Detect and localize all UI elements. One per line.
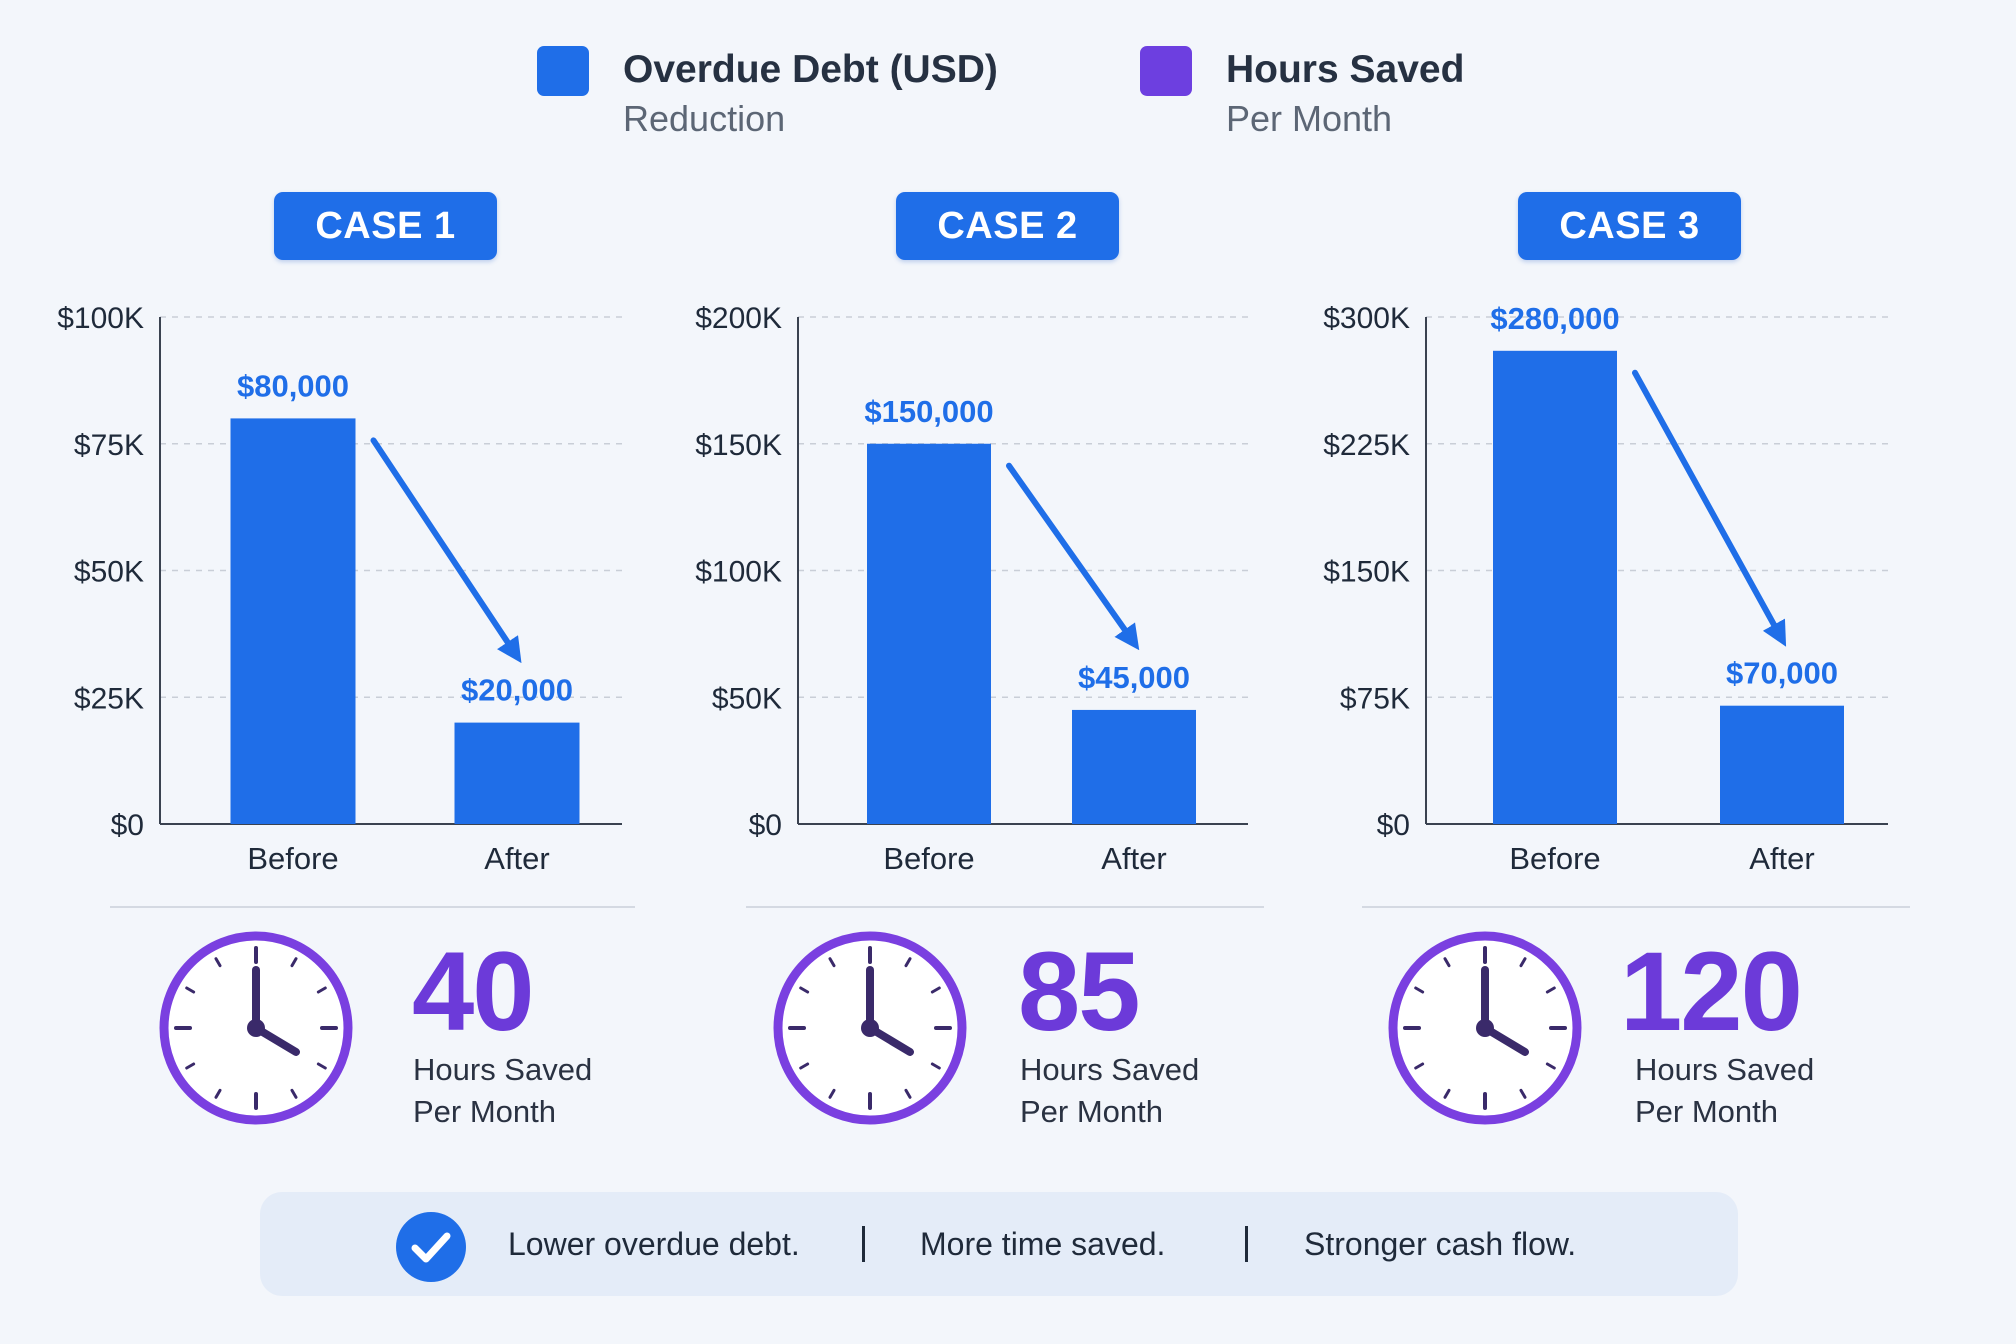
clock-part (1519, 1088, 1527, 1099)
legend-subtitle: Reduction (623, 98, 786, 139)
hours-swatch-icon (1140, 46, 1192, 96)
hours-saved-value: 85 (1018, 929, 1141, 1054)
y-tick-label: $100K (695, 556, 782, 589)
legend-title: Overdue Debt (USD) (623, 48, 998, 91)
hours-saved-value: 40 (412, 929, 535, 1054)
clock-icon (1388, 931, 1582, 1125)
bar-value-label: $20,000 (461, 673, 573, 708)
section-divider (110, 906, 635, 908)
y-tick-label: $0 (1377, 809, 1410, 842)
y-tick-label: $300K (1323, 302, 1410, 335)
clock-part (185, 1062, 196, 1070)
clock-part (1545, 986, 1556, 994)
hours-saved-sublabel: Per Month (1635, 1094, 1779, 1129)
clock-part (316, 1062, 327, 1070)
x-category-label: Before (247, 841, 338, 876)
summary-banner: Lower overdue debt. More time saved. Str… (260, 1192, 1738, 1296)
bar-value-label: $45,000 (1078, 660, 1190, 695)
trend-arrow (1006, 462, 1140, 651)
clock-part (1443, 957, 1451, 968)
legend: Overdue Debt (USD) Reduction Hours Saved… (0, 42, 2016, 152)
section-divider (746, 906, 1264, 908)
x-category-label: After (484, 841, 549, 876)
clock-part (290, 957, 298, 968)
clock-part (828, 1088, 836, 1099)
y-tick-label: $225K (1323, 429, 1410, 462)
bar (230, 418, 356, 824)
clock-part (1519, 957, 1527, 968)
clock-part (930, 986, 941, 994)
summary-item: Lower overdue debt. (508, 1226, 800, 1262)
clock-part (1443, 1088, 1451, 1099)
debt-swatch-icon (537, 46, 589, 96)
y-tick-label: $50K (74, 556, 144, 589)
check-circle-icon (396, 1212, 466, 1282)
x-category-label: Before (883, 841, 974, 876)
bar-charts: $0 $25K $50K $75K $100K $80,000 Before $20,000 A… (57, 301, 1888, 876)
clock-part (799, 1062, 810, 1070)
clock-part (1414, 986, 1425, 994)
clock-part (904, 1088, 912, 1099)
bar-value-label: $280,000 (1490, 301, 1619, 336)
y-tick-label: $150K (695, 429, 782, 462)
x-category-label: After (1101, 841, 1166, 876)
y-tick-label: $150K (1323, 556, 1410, 589)
y-tick-label: $75K (74, 429, 144, 462)
bar-value-label: $150,000 (864, 394, 993, 429)
trend-arrow (1632, 369, 1787, 647)
clock-part (861, 1019, 879, 1037)
clock-part (1476, 1019, 1494, 1037)
summary-separator (862, 1226, 865, 1262)
hours-saved-label: Hours Saved (413, 1052, 593, 1087)
clock-part (316, 986, 327, 994)
y-tick-label: $0 (749, 809, 782, 842)
case-3-badge: CASE 3 (1518, 192, 1741, 260)
y-tick-label: $75K (1340, 682, 1410, 715)
bar-value-label: $70,000 (1726, 656, 1838, 691)
clock-part (904, 957, 912, 968)
y-tick-label: $200K (695, 302, 782, 335)
y-tick-label: $50K (712, 682, 782, 715)
hours-saved-sublabel: Per Month (413, 1094, 557, 1129)
bar (867, 443, 991, 824)
bar (1072, 709, 1196, 824)
hours-saved-label: Hours Saved (1635, 1052, 1815, 1087)
section-divider (1362, 906, 1910, 908)
bar (454, 722, 580, 824)
summary-item: Stronger cash flow. (1304, 1226, 1577, 1262)
bar (1720, 705, 1844, 824)
clock-part (214, 957, 222, 968)
trend-arrow (370, 437, 522, 664)
legend-title: Hours Saved (1226, 48, 1465, 91)
clock-part (799, 986, 810, 994)
clock-part (828, 957, 836, 968)
case-1-badge: CASE 1 (274, 192, 497, 260)
bar-value-label: $80,000 (237, 368, 349, 403)
y-tick-label: $100K (57, 302, 144, 335)
hours-saved-value: 120 (1620, 929, 1803, 1054)
clock-part (185, 986, 196, 994)
clock-part (930, 1062, 941, 1070)
x-category-label: After (1749, 841, 1814, 876)
clock-part (247, 1019, 265, 1037)
legend-subtitle: Per Month (1226, 98, 1393, 139)
hours-saved-label: Hours Saved (1020, 1052, 1200, 1087)
summary-item: More time saved. (920, 1226, 1166, 1262)
summary-separator (1245, 1226, 1248, 1262)
clock-part (1414, 1062, 1425, 1070)
clock-part (1545, 1062, 1556, 1070)
clock-icon (773, 931, 967, 1125)
bar (1493, 350, 1617, 824)
case-2-badge: CASE 2 (896, 192, 1119, 260)
clock-part (290, 1088, 298, 1099)
y-tick-label: $0 (111, 809, 144, 842)
hours-saved-sublabel: Per Month (1020, 1094, 1164, 1129)
clock-part (214, 1088, 222, 1099)
x-category-label: Before (1509, 841, 1600, 876)
y-tick-label: $25K (74, 682, 144, 715)
clock-icon (159, 931, 353, 1125)
